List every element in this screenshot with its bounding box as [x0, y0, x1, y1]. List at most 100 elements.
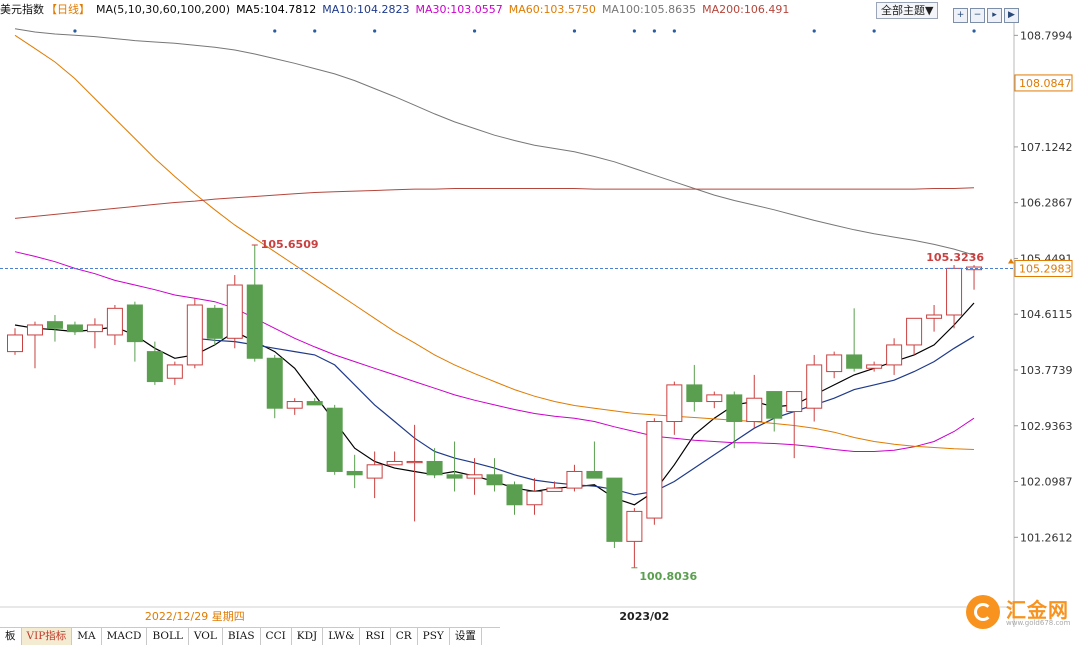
candle-body [686, 384, 703, 403]
candle-body [186, 304, 203, 366]
price-tick-label: 108.7994 [1020, 29, 1073, 42]
ma-line-ma60 [14, 34, 975, 450]
candle-body [806, 364, 823, 409]
candle-body [146, 351, 163, 383]
tab-ma[interactable]: MA [72, 628, 102, 645]
event-marker-dot [972, 29, 976, 33]
last-price-label: 105.3236 [926, 251, 984, 264]
candle-body [566, 470, 583, 489]
price-tick-label: 104.6115 [1020, 308, 1073, 321]
candle-body [666, 384, 683, 423]
candle-body [766, 391, 783, 419]
event-marker-dot [872, 29, 876, 33]
candle-body [466, 474, 483, 479]
candle-body [886, 344, 903, 366]
tab-rsi[interactable]: RSI [360, 628, 391, 645]
event-marker-dot [273, 29, 277, 33]
tab-settings[interactable]: 设置 [450, 628, 482, 645]
candle-body [946, 267, 963, 316]
ma-line-ma100 [14, 28, 975, 256]
event-marker-dot [812, 29, 816, 33]
candle-body [906, 317, 923, 346]
candle-body [206, 307, 223, 339]
candle-body [846, 354, 863, 369]
ma-level-box [1014, 74, 1073, 92]
event-markers [73, 29, 976, 33]
price-tick-label: 103.7739 [1020, 364, 1073, 377]
tab-vip-indicator[interactable]: VIP指标 [21, 628, 73, 645]
candle-body [346, 470, 363, 476]
date-axis-label: 2023/02 [619, 610, 669, 623]
candle-body [826, 354, 843, 373]
watermark-logo: 汇金网 www.gold678.com [966, 594, 1084, 630]
ma-value-label: MA10:104.2823 [322, 3, 410, 16]
candle-body [246, 284, 263, 359]
candle-body [926, 314, 943, 319]
candle-body [486, 474, 503, 486]
candle-body [586, 470, 603, 479]
zoom-in-icon[interactable]: + [953, 8, 968, 23]
price-tick-label: 106.2867 [1020, 197, 1073, 210]
candle-body [326, 407, 343, 472]
ma-value-label: MA60:103.5750 [508, 3, 596, 16]
price-tick-label: 102.9363 [1020, 420, 1073, 433]
zoom-out-icon[interactable]: − [970, 8, 985, 23]
annotations: 105.2983 108.0847 105.6509 100.8036 105.3236 [0, 74, 1073, 583]
tab-board[interactable]: 板 [0, 628, 22, 645]
event-marker-dot [652, 29, 656, 33]
time-axis: 2022/12/29 星期四 2023/02 [145, 610, 669, 623]
event-marker-dot [313, 29, 317, 33]
event-marker-dot [572, 29, 577, 33]
event-marker-dot [672, 29, 676, 33]
tab-kdj[interactable]: KDJ [292, 628, 324, 645]
candle-body [366, 464, 383, 479]
candle-body [86, 324, 103, 333]
tab-psy[interactable]: PSY [418, 628, 450, 645]
tab-bias[interactable]: BIAS [223, 628, 261, 645]
ma-line-ma200 [14, 187, 975, 219]
candle-body [166, 364, 183, 379]
logo-name: 汇金网 [1006, 598, 1069, 622]
tab-cci[interactable]: CCI [261, 628, 292, 645]
tab-boll[interactable]: BOLL [147, 628, 189, 645]
ma-value-label: MA30:103.0557 [415, 3, 503, 16]
step-forward-icon[interactable]: ▸ [987, 8, 1002, 23]
price-tick-label: 102.0987 [1020, 476, 1073, 489]
candle-body [866, 364, 883, 369]
theme-dropdown[interactable]: 全部主题▼ [876, 2, 939, 19]
event-marker-dot [73, 29, 77, 33]
event-marker-dot [373, 29, 377, 33]
tab-lw[interactable]: LW& [323, 628, 361, 645]
candle-body [646, 421, 663, 519]
ma-value-label: MA100:105.8635 [601, 3, 697, 16]
play-icon[interactable]: ▶ [1004, 8, 1019, 23]
candle-body [506, 484, 523, 506]
price-tick-label: 107.1242 [1020, 141, 1073, 154]
candle-body [226, 284, 243, 339]
ma-level-label: 108.0847 [1019, 77, 1072, 90]
candle-body [526, 490, 543, 506]
candle-body [746, 397, 763, 423]
candle-body [126, 304, 143, 343]
candle-body [726, 394, 743, 423]
current-price-arrow-icon [1008, 258, 1014, 264]
candle-body [306, 401, 323, 406]
candle-body [446, 474, 463, 479]
event-marker-dot [472, 29, 477, 33]
candle-body [606, 477, 623, 542]
ma-params-label[interactable]: MA(5,10,30,60,100,200) [96, 3, 231, 16]
symbol-title: 美元指数 [0, 3, 44, 16]
indicator-tabs: 板 VIP指标 MA MACD BOLL VOL BIAS CCI KDJ LW& RSI CR PSY… [0, 627, 500, 645]
tab-macd[interactable]: MACD [102, 628, 148, 645]
tab-vol[interactable]: VOL [189, 628, 223, 645]
period-label[interactable]: 【日线】 [46, 3, 90, 16]
high-label: 105.6509 [261, 238, 319, 251]
current-price-label: 105.2983 [1019, 262, 1072, 275]
tab-cr[interactable]: CR [391, 628, 418, 645]
candle-body [706, 394, 723, 403]
low-label: 100.8036 [639, 570, 697, 583]
candle-body [406, 460, 423, 464]
ma-value-label: MA200:106.491 [702, 3, 790, 16]
